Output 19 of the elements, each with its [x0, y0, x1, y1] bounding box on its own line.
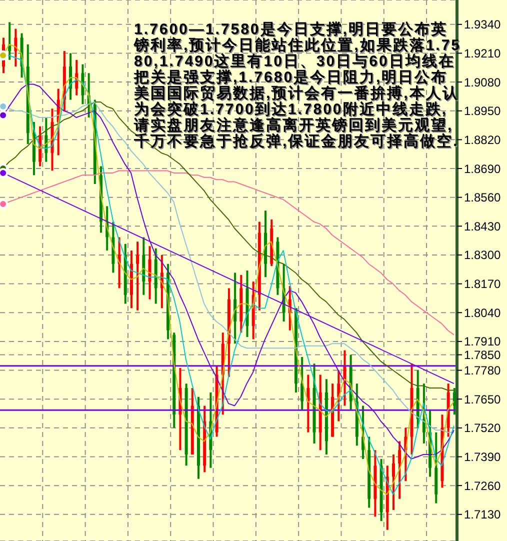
y-tick-label: 1.7850: [464, 348, 502, 362]
y-tick-label: 1.8430: [464, 219, 502, 234]
y-tick-label: 1.8950: [464, 104, 502, 118]
y-tick-label: 1.7520: [464, 421, 502, 436]
y-tick-label: 1.7390: [464, 450, 502, 464]
y-tick-label: 1.8170: [464, 277, 502, 292]
y-tick-label: 1.7260: [464, 478, 502, 493]
y-tick-label: 1.8690: [464, 162, 502, 176]
y-tick-label: 1.7780: [464, 364, 502, 378]
y-tick-label: 1.8560: [464, 190, 502, 205]
y-tick-label: 1.8820: [464, 132, 502, 147]
y-tick-label: 1.9080: [464, 75, 502, 90]
y-tick-label: 1.7130: [464, 508, 502, 522]
y-tick-label: 1.8040: [464, 306, 502, 320]
y-tick-label: 1.9340: [464, 18, 502, 32]
y-tick-label: 1.7910: [464, 334, 502, 349]
y-tick-label: 1.7650: [464, 392, 502, 406]
y-tick-label: 1.9210: [464, 46, 502, 60]
y-tick-label: 1.8300: [464, 248, 502, 262]
